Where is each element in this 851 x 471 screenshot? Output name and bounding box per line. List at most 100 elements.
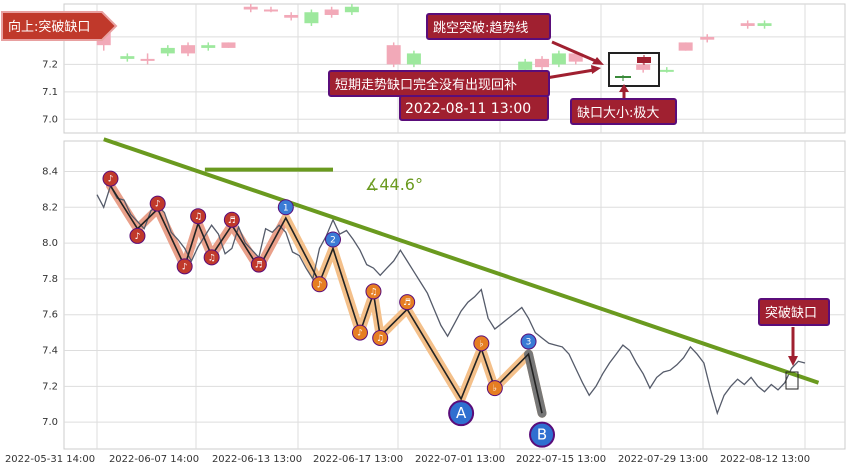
pivot-marker-glyph: ♬ [255, 261, 263, 271]
price-line [96, 184, 806, 416]
pivot-marker [190, 208, 207, 225]
gap-time-label: 2022-08-11 13:00 [405, 101, 531, 117]
pivot-marker-glyph: ♪ [182, 262, 188, 272]
lower-y-tick-label: 7.8 [42, 274, 58, 285]
candle-body [344, 6, 359, 13]
gap-time-label-box [399, 95, 549, 121]
x-tick-label: 2022-06-07 14:00 [109, 454, 199, 465]
lower-y-tick-label: 8.2 [42, 202, 58, 213]
breakout-label: 突破缺口 [765, 305, 817, 321]
pivot-marker-glyph: ♬ [403, 298, 411, 308]
breakout-label-box [758, 298, 830, 326]
pivot-marker [325, 231, 341, 248]
pivot-marker-glyph: ♪ [108, 175, 114, 185]
pivot-marker-glyph: ♫ [194, 212, 202, 222]
candle-body [284, 14, 299, 18]
x-tick-label: 2022-07-01 13:00 [415, 454, 505, 465]
pivot-marker [365, 283, 382, 300]
lower-y-tick-label: 7.2 [42, 381, 58, 392]
pivot-marker-glyph: ♪ [357, 329, 363, 339]
lower-panel-frame [63, 140, 846, 450]
pivot-marker [129, 227, 146, 244]
pivot-marker [250, 256, 267, 273]
pivot-marker-glyph: ♭ [493, 384, 497, 394]
candle-body [201, 45, 216, 48]
candle-body [740, 23, 755, 26]
wave-marker-label: A [456, 404, 467, 422]
pivot-marker [203, 249, 220, 266]
angle-label: ∡44.6° [365, 175, 423, 194]
pivot-marker [351, 324, 368, 341]
candle-body [221, 42, 236, 48]
zigzag-line [109, 185, 543, 414]
arrow-gap-breakout [551, 40, 599, 64]
candle-body [678, 42, 693, 51]
upper-y-tick-label: 7.0 [42, 114, 58, 125]
pivot-marker-glyph: ♫ [376, 334, 384, 344]
x-tick-label: 2022-06-17 13:00 [313, 454, 403, 465]
candle-body [551, 53, 566, 65]
upper-panel-frame [63, 3, 846, 134]
pivot-marker-glyph: ♬ [228, 216, 236, 226]
candle-body [160, 47, 175, 54]
lower-y-tick-label: 7.0 [42, 417, 58, 428]
lower-y-tick-label: 8.0 [42, 238, 58, 249]
arrow-not-filled [545, 68, 595, 80]
gap-breakout-label: 跳空突破:趋势线 [433, 20, 528, 36]
pivot-marker [473, 335, 490, 352]
wave-marker-label: B [537, 426, 547, 444]
pivot-marker [520, 333, 537, 350]
candle-body [181, 45, 196, 54]
candle-body [568, 53, 583, 62]
breakout-gap-box [785, 371, 799, 390]
candle-body [120, 56, 135, 59]
candle-body [324, 9, 339, 15]
gap-breakout-label-box [426, 13, 551, 40]
candle-body [757, 23, 772, 26]
gap-size-label: 缺口大小:极大 [577, 106, 659, 121]
upper-y-tick-label: 7.1 [42, 87, 58, 98]
pivot-marker-glyph: 3 [526, 338, 532, 348]
x-tick-label: 2022-08-12 13:00 [720, 454, 810, 465]
not-filled-label: 短期走势缺口完全没有出现回补 [335, 77, 517, 93]
pivot-marker-glyph: 1 [283, 203, 289, 213]
candle-body [263, 9, 278, 12]
top-left-tag-shape [1, 11, 118, 41]
pivot-marker-glyph: 2 [330, 235, 336, 245]
lower-panel-grid: 7.0 7.2 7.4 7.6 7.8 8.0 8.2 8.4 [42, 140, 846, 450]
arrowhead-not-filled [591, 65, 601, 74]
pivot-marker-glyph: ♫ [369, 287, 377, 297]
arrowhead-gap-breakout [592, 57, 604, 65]
top-left-tag-text: 向上:突破缺口 [8, 19, 90, 35]
candle-body [386, 45, 401, 65]
pivot-marker-glyph: ♭ [479, 339, 483, 349]
arrowhead-gap-size [619, 84, 629, 92]
pivot-marker [277, 199, 294, 216]
candle-body [700, 36, 715, 40]
arrowhead-breakout [788, 356, 798, 366]
pivot-marker [311, 276, 328, 293]
pivot-marker-glyph: ♪ [135, 232, 141, 242]
x-tick-label: 2022-06-13 13:00 [212, 454, 302, 465]
candle-body [406, 53, 421, 65]
x-tick-label: 2022-07-15 13:00 [516, 454, 606, 465]
candle-body [636, 64, 651, 70]
wave-marker [529, 421, 556, 448]
pivot-marker-glyph: ♫ [208, 253, 216, 263]
x-tick-label: 2022-05-31 14:00 [5, 454, 95, 465]
trend-line [103, 137, 820, 385]
pivot-marker-glyph: ♪ [155, 200, 161, 210]
lower-panel-series: ♪ ♪ ♪ ♪ ♫ ♫ ♬ ♬ 1 ♪ 2 ♪ ♫ ♫ ♬ ♭ ♭ 3 A B [96, 137, 820, 448]
x-tick-label: 2022-07-29 13:00 [618, 454, 708, 465]
candle-body [518, 61, 533, 70]
candle-body [659, 69, 674, 72]
candle-body [243, 6, 258, 10]
pivot-marker-glyph: ♪ [317, 280, 323, 290]
candle-body [304, 12, 319, 24]
pivot-marker [223, 211, 240, 228]
pivot-marker [399, 294, 416, 311]
candle-body [535, 58, 550, 68]
gap-highlight-box [608, 52, 660, 87]
pivot-marker [372, 329, 389, 346]
gap-size-label-box [570, 98, 677, 125]
